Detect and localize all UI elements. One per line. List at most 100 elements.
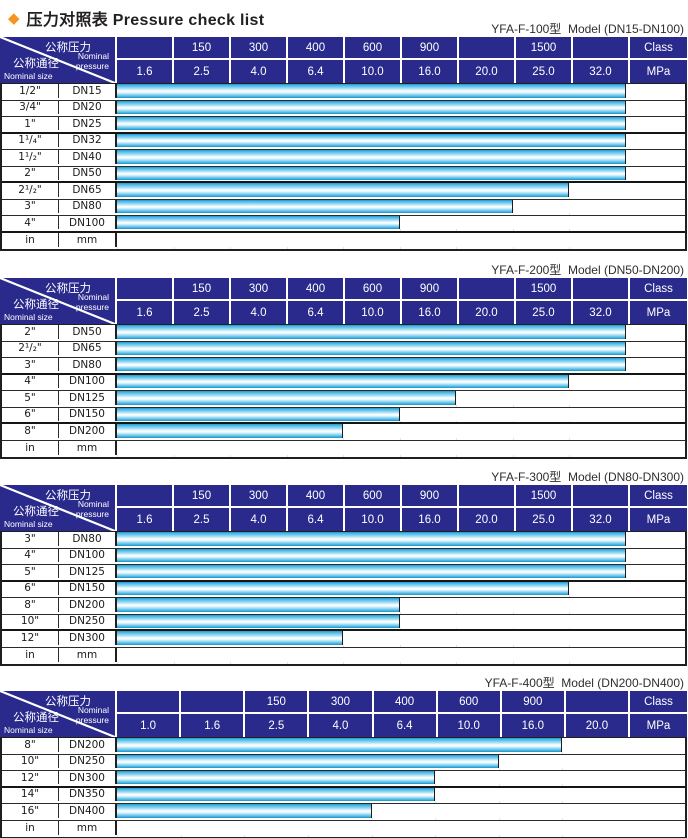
- cell-nominal-size-dn: DN125: [59, 391, 117, 405]
- header-class-cell: [457, 485, 514, 508]
- pressure-range-bar: [117, 216, 400, 230]
- cell-nominal-size-dn: DN65: [59, 341, 117, 356]
- header-mpa-cell: 20.0: [457, 508, 514, 531]
- empty-cell: [456, 611, 513, 614]
- empty-cell: [512, 213, 570, 215]
- model-label: YFA-F-200型 Model (DN50-DN200): [491, 263, 684, 277]
- empty-cell: [286, 661, 344, 664]
- nominal-size-label-en: Nominal size: [4, 71, 53, 81]
- header-mpa-cell: 20.0: [457, 301, 514, 324]
- header-class-cell: 400: [286, 37, 343, 60]
- cell-nominal-size-inch: 16": [2, 804, 59, 818]
- cell-nominal-size-dn: mm: [59, 440, 117, 455]
- table-body: 8" DN200 10" DN250 12" DN300 14" DN350 16" DN400 i…: [0, 737, 687, 838]
- empty-cell: [399, 420, 457, 422]
- table-row: 8" DN200: [2, 424, 685, 441]
- cell-nominal-size-dn: DN200: [59, 598, 117, 612]
- table-row: 10" DN250: [2, 614, 685, 631]
- empty-cell: [512, 454, 570, 457]
- table-row: 3" DN80: [2, 532, 685, 549]
- header-class-cell: 1500: [514, 37, 571, 60]
- header-mpa-cell: 16.0: [499, 714, 564, 737]
- cell-nominal-size-dn: DN200: [59, 738, 117, 752]
- pressure-table-block: YFA-F-200型 Model (DN50-DN200) 公称压力 Nomina…: [0, 261, 687, 459]
- header-class-cell: 150: [172, 37, 229, 60]
- empty-cell: [343, 611, 400, 614]
- empty-cell: [230, 661, 287, 664]
- empty-cell: [59, 661, 117, 664]
- table-row: in mm: [2, 647, 685, 664]
- empty-cell: [498, 817, 563, 820]
- nominal-pressure-label-zh: 公称压力: [45, 696, 91, 708]
- cell-nominal-size-inch: 14": [2, 787, 59, 802]
- header-mpa-cell: 32.0: [571, 60, 628, 83]
- empty-cell: [512, 229, 570, 231]
- empty-cell: [343, 454, 400, 457]
- header-mpa-cell: 6.4: [286, 60, 343, 83]
- pressure-range-bar: [117, 100, 626, 115]
- header-class-cell: [457, 278, 514, 301]
- empty-cell: [569, 454, 626, 457]
- nominal-pressure-label-en: Nominal pressure: [75, 705, 109, 726]
- header-mpa-cell: 32.0: [571, 301, 628, 324]
- empty-cell: [117, 834, 181, 837]
- cell-nominal-size-dn: DN100: [59, 374, 117, 389]
- cell-nominal-size-inch: 8": [2, 738, 59, 752]
- table-row: 1¹/₄" DN32: [2, 133, 685, 150]
- header-class-cell: [115, 691, 180, 714]
- header-mpa-cell: 10.0: [343, 60, 400, 83]
- cell-nominal-size-inch: 8": [2, 424, 59, 438]
- header-mpa-cell: 2.5: [172, 60, 229, 83]
- empty-cell: [456, 627, 513, 629]
- table-row: 1/2" DN15: [2, 84, 685, 101]
- nominal-pressure-en-line2: pressure: [75, 714, 109, 725]
- header-class-cell: 150: [243, 691, 308, 714]
- cell-nominal-size-dn: DN150: [59, 581, 117, 596]
- cell-nominal-size-dn: DN80: [59, 532, 117, 546]
- empty-cell: [456, 644, 513, 647]
- model-label: YFA-F-400型 Model (DN200-DN400): [484, 676, 684, 690]
- empty-cell: [569, 661, 626, 664]
- corner-diagonal-line: [0, 278, 115, 324]
- table-row: 1¹/₂" DN40: [2, 150, 685, 167]
- empty-cell: [569, 114, 626, 116]
- empty-cell: [117, 454, 174, 457]
- empty-cell: [562, 784, 626, 786]
- cell-nominal-size-inch: in: [2, 820, 59, 835]
- cell-nominal-size-inch: 4": [2, 374, 59, 389]
- header-class-cell: 400: [286, 278, 343, 301]
- cell-nominal-size-inch: 5": [2, 565, 59, 579]
- table-row: 4" DN100: [2, 216, 685, 233]
- empty-cell: [180, 834, 245, 837]
- header-mpa-cell: 4.0: [229, 301, 286, 324]
- cell-nominal-size-inch: 2¹/₂": [2, 341, 59, 356]
- cell-nominal-size-inch: 6": [2, 581, 59, 596]
- pressure-range-bar: [117, 771, 436, 785]
- header-mpa-cell: 25.0: [514, 301, 571, 324]
- pressure-range-bar: [117, 407, 400, 421]
- empty-cell: [569, 179, 626, 181]
- header-mpa-cell: 1.6: [115, 60, 172, 83]
- empty-cell: [569, 578, 626, 580]
- empty-cell: [456, 246, 513, 249]
- empty-cell: [399, 661, 457, 664]
- empty-cell: [435, 801, 499, 803]
- empty-cell: [569, 420, 626, 422]
- cell-nominal-size-inch: 4": [2, 548, 59, 563]
- cell-nominal-size-inch: in: [2, 232, 59, 247]
- table-row: in mm: [2, 440, 685, 457]
- empty-cell: [286, 246, 344, 249]
- empty-cell: [562, 817, 626, 820]
- cell-nominal-size-dn: mm: [59, 232, 117, 247]
- cell-nominal-size-dn: DN150: [59, 407, 117, 421]
- model-label: YFA-F-100型 Model (DN15-DN100): [491, 22, 684, 36]
- empty-cell: [512, 246, 570, 249]
- header-mpa-cell: 4.0: [229, 508, 286, 531]
- empty-cell: [569, 147, 626, 149]
- pressure-range-bar: [117, 804, 372, 818]
- empty-cell: [371, 801, 436, 803]
- header-class-cell: 900: [499, 691, 564, 714]
- table-row: 5" DN125: [2, 391, 685, 408]
- empty-cell: [569, 338, 626, 341]
- cell-nominal-size-inch: 12": [2, 631, 59, 645]
